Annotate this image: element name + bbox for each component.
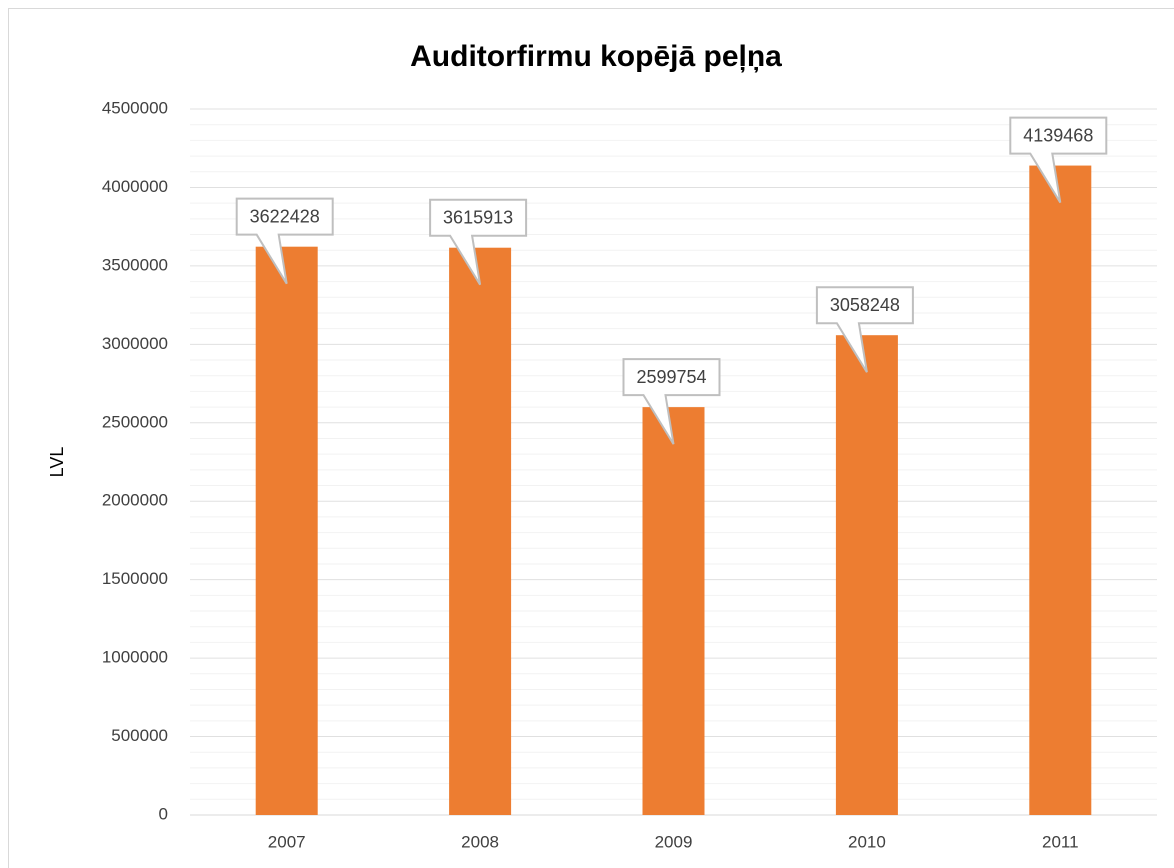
data-label-callout (622, 358, 721, 445)
data-label-callout (815, 286, 914, 373)
x-tick-label: 2009 (655, 832, 693, 851)
data-label: 3058248 (830, 295, 900, 315)
y-tick-label: 0 (159, 804, 168, 823)
bar (255, 246, 318, 816)
y-tick-label: 4000000 (102, 177, 168, 196)
y-tick-label: 3500000 (102, 255, 168, 274)
bar (449, 247, 512, 815)
data-label-callout (1009, 116, 1108, 204)
y-tick-label: 3000000 (102, 334, 168, 353)
x-tick-label: 2010 (848, 832, 886, 851)
data-label: 3622428 (250, 206, 320, 226)
x-tick-label: 2007 (268, 832, 306, 851)
data-label: 2599754 (636, 367, 706, 387)
y-tick-label: 2500000 (102, 412, 168, 431)
chart-title: Auditorfirmu kopējā peļņa (410, 40, 782, 73)
data-label-callout (429, 198, 528, 286)
data-label: 3615913 (443, 207, 513, 227)
bar (642, 407, 705, 815)
y-tick-label: 4500000 (102, 98, 168, 117)
y-tick-label: 500000 (111, 726, 168, 745)
x-tick-label: 2008 (461, 832, 499, 851)
y-axis-label: LVL (47, 447, 67, 478)
y-tick-label: 2000000 (102, 491, 168, 510)
bar (1029, 165, 1092, 815)
x-tick-label: 2011 (1042, 832, 1079, 851)
bar (835, 335, 898, 815)
data-label: 4139468 (1023, 125, 1093, 145)
data-label-callout (235, 197, 334, 285)
y-tick-label: 1000000 (102, 648, 168, 667)
y-tick-label: 1500000 (102, 569, 168, 588)
